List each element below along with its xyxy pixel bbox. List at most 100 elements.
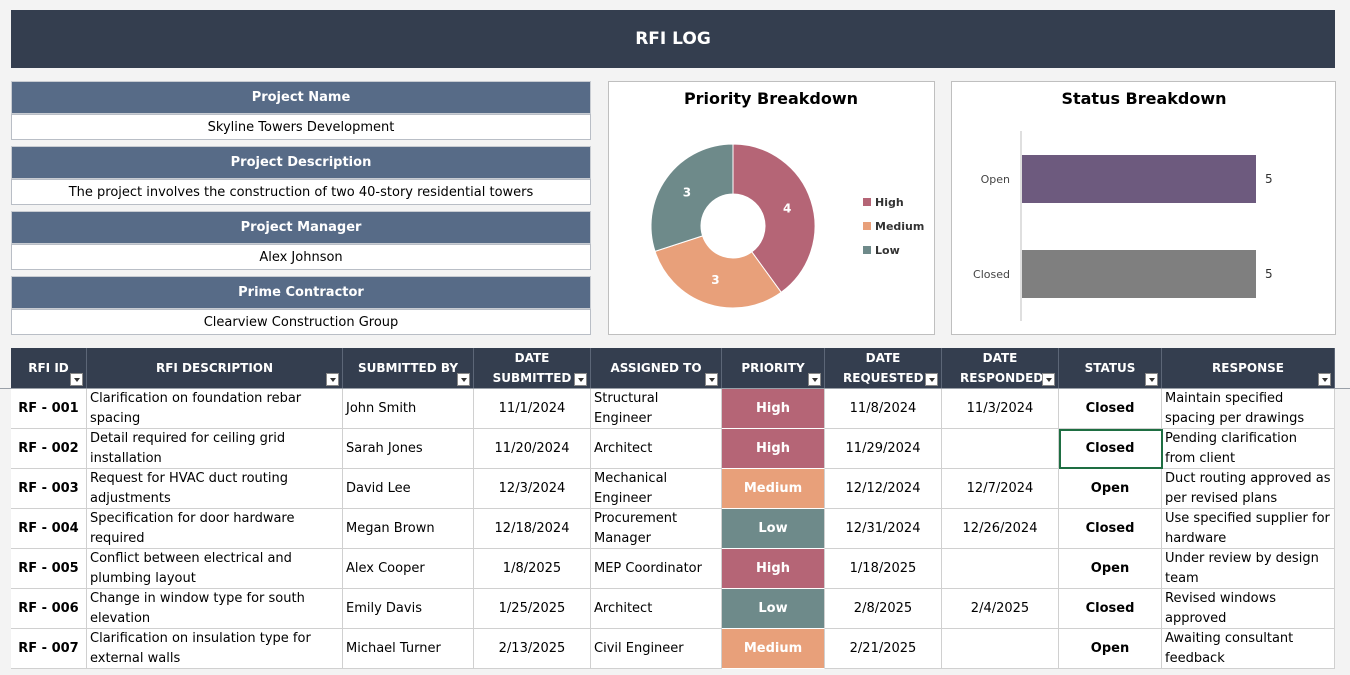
table-cell[interactable]: High — [722, 389, 825, 429]
table-cell[interactable]: RF - 004 — [11, 509, 87, 549]
table-cell[interactable]: 1/18/2025 — [825, 549, 942, 589]
field-value: Clearview Construction Group — [11, 309, 591, 335]
table-cell[interactable]: Medium — [722, 469, 825, 509]
column-header: SUBMITTED BY — [343, 348, 474, 388]
table-cell[interactable]: MEP Coordinator — [591, 549, 722, 589]
table-cell[interactable]: Procurement Manager — [591, 509, 722, 549]
table-cell[interactable]: Sarah Jones — [343, 429, 474, 469]
table-cell[interactable]: RF - 002 — [11, 429, 87, 469]
table-cell[interactable]: 2/21/2025 — [825, 629, 942, 669]
bar-chart: Status Breakdown Open 5 Closed 5 — [973, 89, 1273, 321]
table-cell[interactable]: RF - 003 — [11, 469, 87, 509]
table-cell[interactable]: David Lee — [343, 469, 474, 509]
table-cell[interactable] — [942, 629, 1059, 669]
table-cell[interactable]: 12/18/2024 — [474, 509, 591, 549]
table-cell[interactable]: Closed — [1059, 509, 1162, 549]
pie-panel: Priority Breakdown 4 High 3 Medium 3 Low — [608, 81, 935, 335]
table-cell[interactable]: 12/7/2024 — [942, 469, 1059, 509]
table-cell[interactable]: Mechanical Engineer — [591, 469, 722, 509]
filter-button[interactable] — [457, 373, 470, 386]
table-cell[interactable]: Revised windows approved — [1162, 589, 1335, 629]
table-cell[interactable]: High — [722, 429, 825, 469]
legend-swatch — [863, 198, 871, 206]
table-cell[interactable]: Medium — [722, 629, 825, 669]
filter-button[interactable] — [925, 373, 938, 386]
table-cell[interactable]: Emily Davis — [343, 589, 474, 629]
pie-slice — [732, 143, 816, 294]
value-label: 5 — [1265, 172, 1273, 186]
table-cell[interactable]: Use specified supplier for hardware — [1162, 509, 1335, 549]
header-text: RFI DESCRIPTION — [155, 361, 274, 375]
header-text: ASSIGNED TO — [610, 361, 702, 375]
header-text: RESPONSE — [1212, 361, 1284, 375]
table-cell[interactable]: Low — [722, 509, 825, 549]
table-cell[interactable]: Megan Brown — [343, 509, 474, 549]
table-cell[interactable]: RF - 006 — [11, 589, 87, 629]
table-cell[interactable]: Under review by design team — [1162, 549, 1335, 589]
table-cell[interactable]: High — [722, 549, 825, 589]
table-cell[interactable]: 12/3/2024 — [474, 469, 591, 509]
table-cell[interactable]: Closed — [1059, 429, 1162, 469]
table-cell[interactable]: RF - 007 — [11, 629, 87, 669]
table-cell[interactable]: Architect — [591, 589, 722, 629]
table-cell[interactable]: Duct routing approved as per revised pla… — [1162, 469, 1335, 509]
table-cell[interactable]: Closed — [1059, 389, 1162, 429]
table-cell[interactable]: Conflict between electrical and plumbing… — [87, 549, 343, 589]
table-cell[interactable]: RF - 005 — [11, 549, 87, 589]
table-cell[interactable]: Structural Engineer — [591, 389, 722, 429]
bar-panel: Status Breakdown Open 5 Closed 5 — [951, 81, 1336, 335]
filter-button[interactable] — [808, 373, 821, 386]
cell-selection — [1059, 429, 1163, 469]
table-cell[interactable]: Clarification on insulation type for ext… — [87, 629, 343, 669]
table-cell[interactable]: 11/20/2024 — [474, 429, 591, 469]
table-cell[interactable]: 12/31/2024 — [825, 509, 942, 549]
table-cell[interactable]: 11/8/2024 — [825, 389, 942, 429]
table-cell[interactable]: RF - 001 — [11, 389, 87, 429]
value-label: 5 — [1265, 267, 1273, 281]
table-cell[interactable]: 2/13/2025 — [474, 629, 591, 669]
column-header: ASSIGNED TO — [591, 348, 722, 388]
table-cell[interactable]: Clarification on foundation rebar spacin… — [87, 389, 343, 429]
table-cell[interactable]: Michael Turner — [343, 629, 474, 669]
table-cell[interactable]: Maintain specified spacing per drawings — [1162, 389, 1335, 429]
table-cell[interactable]: 11/3/2024 — [942, 389, 1059, 429]
table-cell[interactable]: 11/29/2024 — [825, 429, 942, 469]
table-cell[interactable] — [942, 429, 1059, 469]
table-cell[interactable]: Low — [722, 589, 825, 629]
table-cell[interactable]: Closed — [1059, 589, 1162, 629]
table-cell[interactable]: 12/26/2024 — [942, 509, 1059, 549]
table-cell[interactable]: John Smith — [343, 389, 474, 429]
table-cell[interactable]: Request for HVAC duct routing adjustment… — [87, 469, 343, 509]
filter-button[interactable] — [70, 373, 83, 386]
table-cell[interactable]: 1/8/2025 — [474, 549, 591, 589]
table-cell[interactable]: Civil Engineer — [591, 629, 722, 669]
row-divider — [0, 388, 1350, 389]
chart-title: Status Breakdown — [1061, 89, 1226, 108]
filter-button[interactable] — [574, 373, 587, 386]
filter-button[interactable] — [1145, 373, 1158, 386]
table-cell[interactable]: Awaiting consultant feedback — [1162, 629, 1335, 669]
table-cell[interactable]: Detail required for ceiling grid install… — [87, 429, 343, 469]
field-value: The project involves the construction of… — [11, 179, 591, 205]
table-cell[interactable]: Open — [1059, 549, 1162, 589]
table-cell[interactable]: Architect — [591, 429, 722, 469]
table-cell[interactable]: 2/4/2025 — [942, 589, 1059, 629]
filter-button[interactable] — [705, 373, 718, 386]
bar — [1022, 155, 1256, 203]
table-cell[interactable]: Open — [1059, 629, 1162, 669]
table-cell[interactable]: 12/12/2024 — [825, 469, 942, 509]
table-cell[interactable]: 1/25/2025 — [474, 589, 591, 629]
filter-button[interactable] — [326, 373, 339, 386]
column-header: DATE RESPONDED — [942, 348, 1059, 388]
table-cell[interactable] — [942, 549, 1059, 589]
table-cell[interactable]: Change in window type for south elevatio… — [87, 589, 343, 629]
filter-button[interactable] — [1042, 373, 1055, 386]
table-cell[interactable]: Pending clarification from client — [1162, 429, 1335, 469]
table-cell[interactable]: Open — [1059, 469, 1162, 509]
table-cell[interactable]: 11/1/2024 — [474, 389, 591, 429]
table-cell[interactable]: Specification for door hardware required — [87, 509, 343, 549]
column-header: PRIORITY — [722, 348, 825, 388]
table-cell[interactable]: 2/8/2025 — [825, 589, 942, 629]
table-cell[interactable]: Alex Cooper — [343, 549, 474, 589]
filter-button[interactable] — [1318, 373, 1331, 386]
